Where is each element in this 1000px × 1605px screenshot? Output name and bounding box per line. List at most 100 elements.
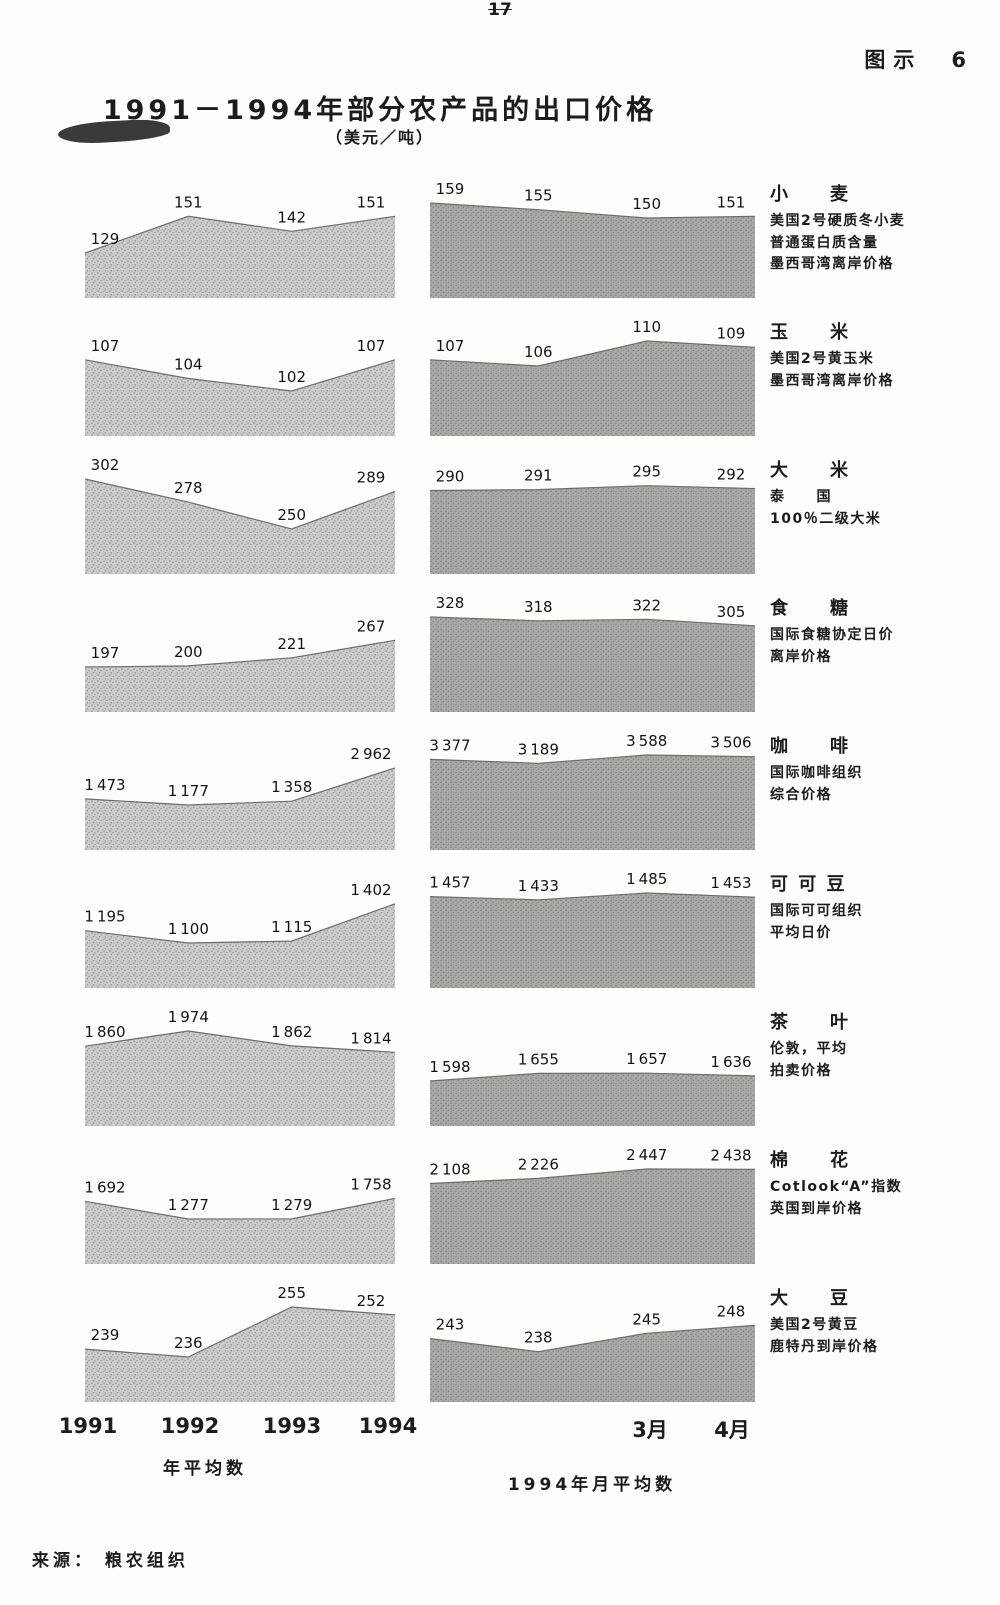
value-label: 1 655 [518,1050,559,1068]
value-label: 151 [717,193,746,211]
value-label: 107 [357,337,386,355]
monthly-area-svg: 328 318 322 305 [429,594,756,712]
value-label: 107 [436,337,465,355]
value-label: 248 [717,1302,746,1320]
product-description-line: 100％二级大米 [770,510,882,527]
annual-area-svg: 1 473 1 177 1 358 2 962 [84,745,396,850]
page-number: 17 [488,0,512,20]
product-label-block: 玉 米美国2号黄玉米 墨西哥湾离岸价格 [770,318,980,392]
product-description-line: 墨西哥湾离岸价格 [770,372,894,389]
area-fill [85,216,395,298]
area-fill [85,359,395,436]
monthly-averages-chart: 243 238 245 248 [429,1268,756,1406]
product-row-7: 1 860 1 974 1 862 1 814 1 598 1 655 1 657 1 636… [0,994,1000,1132]
product-description-line: 普通蛋白质含量 [770,234,879,251]
value-label: 250 [277,506,306,524]
monthly-averages-chart: 328 318 322 305 [429,578,756,716]
chart-rows: 129 151 142 151 159 155 150 151 小 麦美国2号硬质冬小麦 普通蛋白… [0,166,1000,1408]
annual-area-svg: 239 236 255 252 [84,1284,396,1402]
value-label: 302 [91,456,120,474]
product-description-line: Cotlook“A”指数 [770,1179,903,1195]
value-label: 107 [91,337,120,355]
product-description-line: 离岸价格 [770,648,832,665]
product-row-5: 1 473 1 177 1 358 2 962 3 377 3 189 3 588 3 506… [0,718,1000,856]
annual-averages-chart: 239 236 255 252 [84,1268,396,1406]
annual-averages-chart: 1 860 1 974 1 862 1 814 [84,992,396,1130]
product-row-2: 107 104 102 107 107 106 110 109 玉 米美国2号黄玉米 墨西哥湾离岸… [0,304,1000,442]
area-top-edge [429,1168,756,1185]
annual-axis-caption: 年平均数 [163,1459,247,1479]
annual-area-svg: 1 195 1 100 1 115 1 402 [84,881,396,988]
value-label: 1 598 [430,1058,471,1076]
value-label: 1 457 [430,874,471,892]
value-label: 2 108 [430,1161,471,1179]
product-description-line: 美国2号黄豆 [770,1317,859,1333]
value-label: 3 506 [710,734,751,752]
page-title: 1991－1994年部分农产品的出口价格 [102,95,658,126]
value-label: 221 [277,635,306,653]
axis-year-1994: 1994 [358,1414,418,1438]
area-top-edge [429,202,756,219]
product-row-8: 1 692 1 277 1 279 1 758 2 108 2 226 2 447 2 438… [0,1132,1000,1270]
monthly-averages-chart: 1 598 1 655 1 657 1 636 [429,992,756,1130]
monthly-averages-chart: 3 377 3 189 3 588 3 506 [429,716,756,854]
product-name: 茶 叶 [770,1012,850,1033]
value-label: 245 [632,1310,661,1328]
area-top-edge [429,892,756,901]
product-description-line: 拍卖价格 [770,1062,832,1079]
product-description-line: 综合价格 [770,786,832,803]
value-label: 2 962 [350,745,391,763]
value-label: 2 226 [518,1155,559,1173]
product-label-block: 棉 花 Cotlook“A”指数 英国到岸价格 [770,1146,980,1220]
area-top-edge [84,1197,396,1220]
area-top-edge [84,215,396,254]
monthly-area-svg: 3 377 3 189 3 588 3 506 [429,732,756,850]
value-label: 1 358 [271,778,312,796]
area-top-edge [429,1072,756,1082]
value-label: 197 [91,644,120,662]
area-top-edge [84,639,396,668]
area-fill [430,203,755,298]
product-row-3: 302 278 250 289 290 291 295 292 大 米泰 国 100％二级大米 [0,442,1000,580]
annual-averages-chart: 107 104 102 107 [84,302,396,440]
product-label-block: 可 可 豆国际可可组织 平均日价 [770,870,980,944]
value-label: 151 [174,193,203,211]
product-description-line: 国际咖啡组织 [770,765,863,781]
value-label: 1 279 [271,1196,312,1214]
product-row-9: 239 236 255 252 243 238 245 248 大 豆美国2号黄豆 鹿特丹到岸价格 [0,1270,1000,1408]
monthly-area-svg: 159 155 150 151 [429,180,756,298]
area-top-edge [84,767,396,806]
area-fill [430,341,755,436]
product-label-block: 小 麦美国2号硬质冬小麦 普通蛋白质含量 墨西哥湾离岸价格 [770,180,980,276]
area-fill [430,1073,755,1126]
area-fill [85,479,395,574]
area-fill [85,1198,395,1264]
value-label: 109 [717,324,746,342]
axis-year-1991: 1991 [58,1414,118,1438]
product-description-line: 墨西哥湾离岸价格 [770,256,894,273]
value-label: 3 189 [518,740,559,758]
value-label: 1 974 [168,1008,209,1026]
axis-month-3: 3月 [632,1418,668,1442]
area-fill [430,1169,755,1264]
value-label: 1 860 [85,1023,126,1041]
area-fill [430,1325,755,1402]
value-label: 1 814 [350,1029,391,1047]
value-label: 151 [357,193,386,211]
value-label: 252 [357,1292,386,1310]
value-label: 106 [524,343,553,361]
axis-year-1992: 1992 [160,1414,220,1438]
unit-subtitle: （美元／吨） [325,128,434,147]
product-description-line: 伦敦，平均 [770,1041,848,1057]
annual-averages-chart: 1 195 1 100 1 115 1 402 [84,854,396,992]
value-label: 1 115 [271,918,312,936]
monthly-area-svg: 1 598 1 655 1 657 1 636 [429,1050,756,1126]
value-label: 239 [91,1326,120,1344]
annual-averages-chart: 129 151 142 151 [84,164,396,302]
value-label: 1 195 [85,908,126,926]
axis-year-1993: 1993 [262,1414,322,1438]
value-label: 295 [632,463,661,481]
product-name: 咖 啡 [770,736,850,757]
product-description-line: 美国2号黄玉米 [770,351,875,367]
value-label: 290 [436,468,465,486]
